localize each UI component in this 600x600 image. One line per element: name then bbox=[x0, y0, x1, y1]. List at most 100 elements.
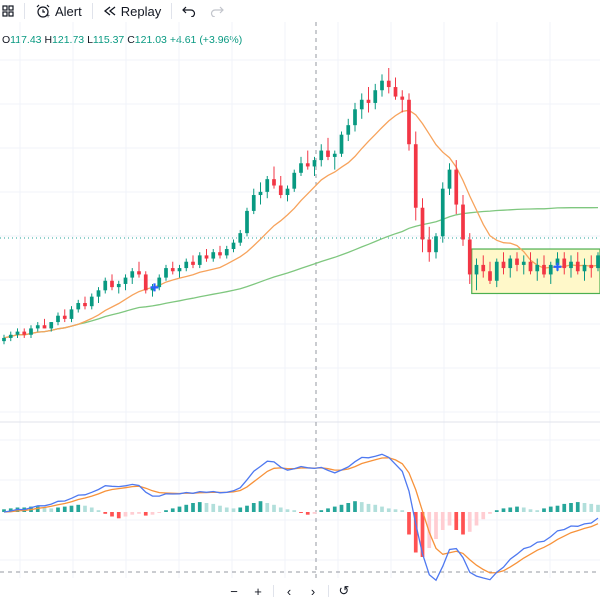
candle-body bbox=[231, 242, 236, 250]
histogram-bar bbox=[420, 512, 425, 557]
alert-button[interactable]: + Alert bbox=[35, 0, 82, 22]
candle-body bbox=[467, 239, 472, 275]
histogram-bar bbox=[494, 510, 499, 512]
histogram-bar bbox=[150, 512, 155, 515]
candle-body bbox=[22, 331, 27, 335]
histogram-bar bbox=[326, 508, 330, 512]
candle-body bbox=[272, 179, 276, 186]
chart-navigation-bar: − + ‹ › ↺ bbox=[222, 582, 356, 600]
candle-body bbox=[562, 258, 567, 269]
candle-body bbox=[494, 261, 499, 281]
nav-divider bbox=[328, 585, 329, 597]
price-chart[interactable] bbox=[0, 22, 600, 600]
toolbar-divider bbox=[171, 3, 173, 19]
candle-body bbox=[359, 99, 364, 110]
histogram-bar bbox=[123, 512, 128, 517]
histogram-bar bbox=[353, 501, 357, 512]
candle-body bbox=[542, 264, 546, 275]
candle-body bbox=[312, 160, 317, 167]
candle-body bbox=[326, 150, 330, 157]
candle-body bbox=[582, 264, 587, 272]
histogram-bar bbox=[596, 504, 600, 512]
histogram-bar bbox=[62, 506, 67, 512]
candle-body bbox=[191, 261, 195, 265]
histogram-bar bbox=[427, 512, 432, 548]
histogram-bar bbox=[474, 512, 479, 526]
histogram-bar bbox=[89, 507, 94, 512]
candle-body bbox=[575, 261, 580, 272]
histogram-bar bbox=[103, 512, 108, 514]
histogram-bar bbox=[508, 507, 513, 512]
zoom-out-button[interactable]: − bbox=[230, 583, 238, 599]
zoom-in-button[interactable]: + bbox=[254, 583, 262, 599]
histogram-bar bbox=[285, 509, 290, 512]
candle-body bbox=[164, 268, 168, 278]
histogram-bar bbox=[575, 502, 580, 512]
histogram-bar bbox=[69, 505, 74, 512]
histogram-bar bbox=[116, 512, 121, 519]
alarm-clock-icon: + bbox=[36, 4, 50, 19]
fast-moving-average-line bbox=[3, 109, 599, 339]
histogram-bar bbox=[386, 508, 391, 512]
high-key: H bbox=[44, 34, 53, 46]
histogram-bar bbox=[96, 510, 101, 512]
crossover-marker-icon bbox=[150, 283, 159, 292]
candle-body bbox=[251, 195, 256, 211]
histogram-bar bbox=[380, 506, 384, 512]
histogram-bar bbox=[8, 508, 13, 512]
candle-body bbox=[481, 264, 486, 272]
candle-body bbox=[285, 188, 290, 196]
layout-icon[interactable] bbox=[2, 0, 14, 22]
histogram-bar bbox=[569, 503, 573, 512]
crossover-marker-icon bbox=[553, 262, 562, 271]
candle-body bbox=[548, 264, 553, 275]
candle-body bbox=[400, 96, 405, 100]
slow-moving-average-line bbox=[3, 206, 599, 339]
histogram-bar bbox=[292, 510, 297, 512]
histogram-bar bbox=[251, 503, 256, 512]
undo-icon bbox=[182, 6, 196, 17]
replay-button[interactable]: Replay bbox=[103, 0, 161, 22]
undo-button[interactable] bbox=[182, 0, 196, 22]
candle-body bbox=[474, 264, 479, 275]
rewind-icon bbox=[103, 6, 116, 16]
histogram-bar bbox=[2, 509, 6, 512]
redo-icon bbox=[211, 6, 225, 17]
histogram-bar bbox=[346, 503, 351, 512]
change-value: +4.61 (+3.96%) bbox=[169, 34, 243, 46]
reset-chart-button[interactable]: ↺ bbox=[338, 583, 350, 598]
redo-button[interactable] bbox=[210, 0, 225, 22]
candle-body bbox=[204, 255, 209, 259]
candle-body bbox=[366, 99, 371, 103]
candle-body bbox=[211, 252, 216, 259]
histogram-bar bbox=[589, 503, 594, 512]
histogram-bar bbox=[83, 505, 87, 512]
histogram-bar bbox=[164, 510, 168, 512]
histogram-bar bbox=[521, 507, 526, 512]
histogram-bar bbox=[312, 512, 317, 514]
candle-body bbox=[76, 303, 81, 310]
histogram-bar bbox=[238, 507, 243, 512]
candle-body bbox=[8, 334, 13, 338]
histogram-bar bbox=[170, 508, 175, 512]
candle-body bbox=[488, 271, 492, 281]
candle-body bbox=[245, 210, 249, 234]
histogram-bar bbox=[467, 512, 472, 532]
toolbar-divider bbox=[91, 3, 93, 19]
candle-body bbox=[157, 277, 162, 288]
histogram-bar bbox=[339, 504, 344, 512]
toolbar-divider bbox=[24, 3, 25, 19]
scroll-right-button[interactable]: › bbox=[310, 583, 316, 599]
histogram-bar bbox=[515, 506, 519, 512]
histogram-bar bbox=[366, 503, 371, 512]
candle-body bbox=[56, 315, 60, 323]
candle-body bbox=[434, 236, 438, 253]
histogram-bar bbox=[454, 512, 459, 530]
candle-body bbox=[427, 239, 432, 253]
histogram-bar bbox=[245, 505, 249, 512]
histogram-bar bbox=[137, 512, 141, 514]
histogram-bar bbox=[501, 508, 506, 512]
scroll-left-button[interactable]: ‹ bbox=[286, 583, 292, 599]
candle-body bbox=[15, 331, 20, 335]
candle-body bbox=[508, 258, 513, 269]
